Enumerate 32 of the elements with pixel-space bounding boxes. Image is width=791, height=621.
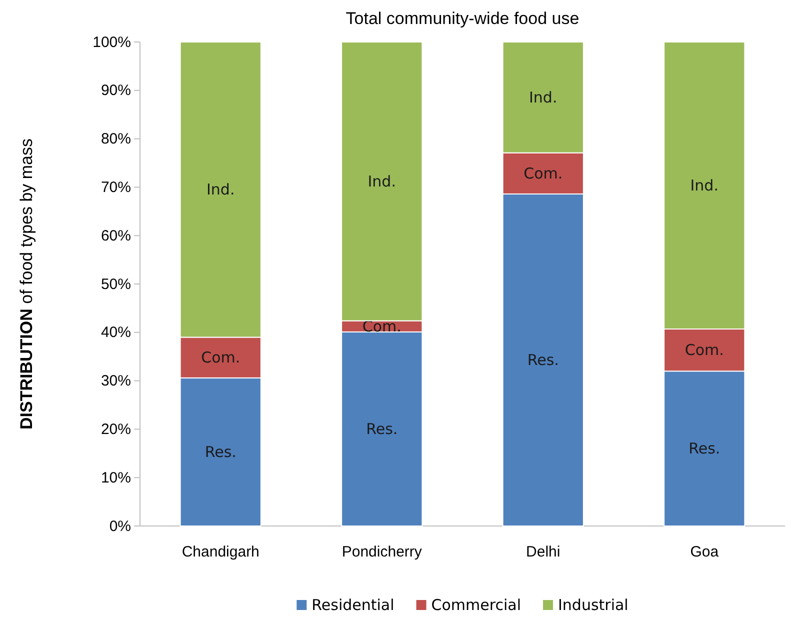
y-tick-label: 20% (100, 421, 131, 438)
data-label: Res. (688, 440, 720, 458)
y-tick-label: 70% (100, 179, 131, 196)
x-tick-label: Goa (690, 544, 720, 561)
data-label: Com. (684, 341, 724, 360)
data-label: Res. (366, 420, 398, 438)
data-label: Com. (524, 164, 563, 182)
y-tick-label: 100% (92, 34, 131, 51)
data-label: Ind. (368, 172, 396, 190)
y-tick-label: 10% (100, 469, 131, 486)
x-tick-label: Pondicherry (342, 544, 422, 561)
y-tick-label: 40% (100, 324, 131, 342)
data-label: Ind. (529, 88, 558, 106)
data-label: Ind. (690, 176, 718, 195)
chart-title: Total community-wide food use (346, 9, 580, 28)
data-label: Res. (204, 442, 236, 461)
y-tick-label: 0% (109, 518, 131, 535)
data-label: Com. (362, 317, 402, 336)
data-label: Res. (527, 350, 559, 369)
legend-label: Industrial (558, 596, 628, 614)
y-tick-label: 60% (100, 227, 131, 244)
x-tick-label: Chandigarh (182, 544, 260, 561)
y-tick-label: 50% (100, 276, 131, 293)
legend-label: Commercial (431, 596, 521, 614)
y-tick-label: 80% (100, 130, 131, 148)
y-tick-label: 90% (100, 82, 131, 100)
x-tick-label: Delhi (526, 544, 560, 561)
y-tick-label: 30% (100, 372, 131, 390)
legend-label: Residential (312, 596, 394, 614)
data-label: Ind. (206, 180, 235, 199)
data-label: Com. (201, 348, 240, 367)
y-axis-title: DISTRIBUTION of food types by mass (17, 138, 36, 430)
